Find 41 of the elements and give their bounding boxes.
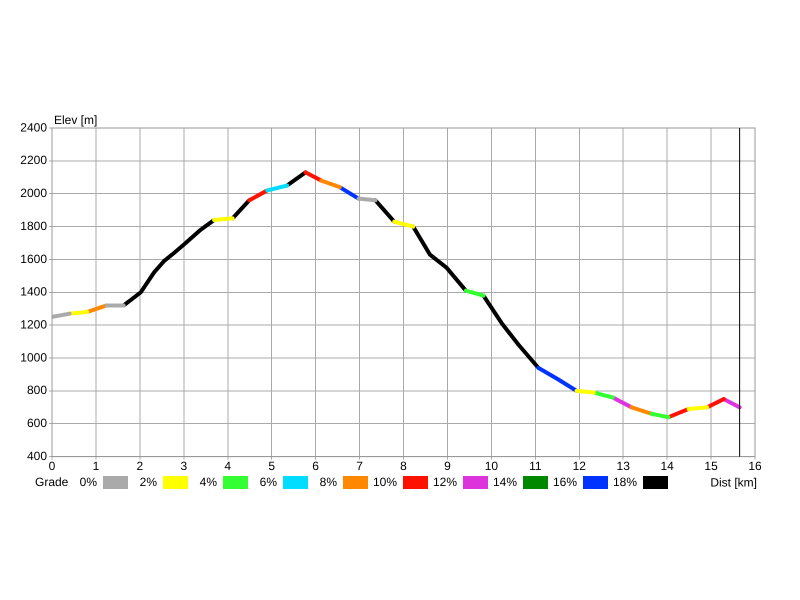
legend-label: 8% bbox=[318, 475, 337, 489]
legend-label: 2% bbox=[138, 475, 157, 489]
x-tick-label: 14 bbox=[660, 459, 674, 474]
x-tick-label: 6 bbox=[312, 459, 320, 474]
legend-label: 6% bbox=[258, 475, 277, 489]
legend-label: 18% bbox=[612, 475, 637, 489]
x-tick-label: 2 bbox=[136, 459, 144, 474]
x-tick-label: 9 bbox=[444, 459, 452, 474]
legend-label: 4% bbox=[198, 475, 217, 489]
x-tick-label: 10 bbox=[484, 459, 498, 474]
x-tick-label: 0 bbox=[48, 459, 56, 474]
x-tick-label: 8 bbox=[400, 459, 408, 474]
x-tick-label: 11 bbox=[529, 459, 542, 474]
legend-title: Grade bbox=[35, 475, 68, 489]
x-tick-label: 1 bbox=[92, 459, 100, 474]
legend-label: 10% bbox=[372, 475, 397, 489]
x-tick-label: 5 bbox=[268, 459, 276, 474]
y-tick-label: 1600 bbox=[20, 252, 48, 266]
y-tick-label: 2400 bbox=[20, 120, 48, 134]
y-axis-title: Elev [m] bbox=[54, 113, 98, 127]
x-tick-label: 16 bbox=[748, 459, 762, 474]
legend-label: 16% bbox=[552, 475, 577, 489]
x-tick-label: 3 bbox=[180, 459, 188, 474]
x-axis-title: Dist [km] bbox=[710, 476, 757, 490]
y-tick-label: 2200 bbox=[20, 153, 48, 168]
x-tick-label: 15 bbox=[704, 459, 718, 474]
y-tick-label: 2000 bbox=[20, 186, 48, 200]
y-tick-label: 800 bbox=[26, 383, 48, 398]
y-tick-label: 1000 bbox=[20, 350, 48, 364]
y-tick-label: 1200 bbox=[20, 317, 48, 332]
x-tick-label: 13 bbox=[616, 459, 630, 474]
y-tick-label: 1800 bbox=[20, 218, 48, 233]
x-tick-label: 7 bbox=[356, 459, 364, 474]
y-tick-label: 1400 bbox=[20, 284, 48, 299]
legend-label: 14% bbox=[492, 475, 517, 489]
x-tick-label: 12 bbox=[572, 459, 586, 474]
y-tick-label: 400 bbox=[26, 448, 48, 463]
x-tick-label: 4 bbox=[224, 459, 232, 474]
legend-label: 12% bbox=[432, 475, 457, 489]
legend-label: 0% bbox=[80, 475, 97, 489]
y-tick-label: 600 bbox=[26, 416, 48, 430]
